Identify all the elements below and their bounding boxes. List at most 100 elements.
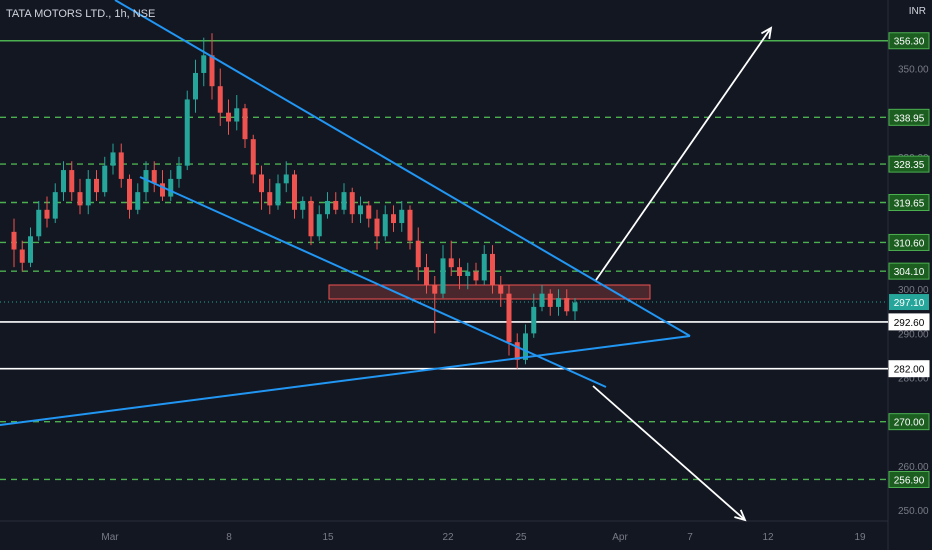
candle-body-29 — [250, 139, 256, 175]
candle-body-38 — [325, 200, 330, 215]
price-level-label-6: 292.60 — [894, 318, 925, 329]
trendline-2 — [0, 335, 691, 426]
projection-arrow-1 — [592, 385, 746, 521]
candle-body-60 — [506, 293, 512, 343]
x-tick-label-1: 8 — [226, 532, 232, 543]
price-level-badge-6 — [888, 313, 930, 331]
candle-body-43 — [366, 205, 372, 219]
candle-body-63 — [531, 306, 537, 334]
candle-body-64 — [539, 293, 545, 307]
candle-body-33 — [283, 174, 289, 184]
y-tick-label-8: 260.00 — [898, 462, 929, 473]
candle-body-18 — [160, 183, 165, 197]
last-price-badge — [889, 294, 929, 311]
candle-body-21 — [184, 99, 190, 166]
candle-body-47 — [399, 209, 405, 224]
candle-body-14 — [127, 178, 132, 210]
price-level-badge-2 — [888, 155, 930, 173]
candle-body-54 — [457, 267, 462, 276]
price-level-label-8: 270.00 — [894, 418, 925, 429]
price-level-label-7: 282.00 — [894, 365, 925, 376]
x-tick-label-4: 25 — [515, 532, 527, 543]
candle-body-12 — [110, 152, 116, 166]
candle-body-66 — [556, 298, 561, 307]
candle-body-9 — [85, 178, 91, 206]
price-level-badge-3 — [888, 194, 930, 212]
candle-body-59 — [498, 284, 504, 294]
candle-body-30 — [259, 174, 264, 193]
candle-body-4 — [44, 209, 50, 219]
price-level-label-2: 328.35 — [894, 160, 925, 171]
y-tick-label-5: 300.00 — [898, 285, 929, 296]
candle-body-25 — [217, 86, 223, 113]
x-tick-label-7: 12 — [762, 532, 774, 543]
y-tick-label-0: 350.00 — [898, 65, 929, 76]
y-tick-label-7: 280.00 — [898, 374, 929, 385]
projection-arrow-0 — [595, 27, 772, 281]
trendline-0 — [114, 0, 691, 337]
price-level-label-9: 256.90 — [894, 475, 925, 486]
candle-body-67 — [564, 298, 570, 312]
x-tick-label-6: 7 — [687, 532, 693, 543]
candle-body-24 — [209, 55, 215, 87]
y-tick-label-9: 250.00 — [898, 506, 929, 517]
candle-body-37 — [316, 214, 322, 237]
candle-body-19 — [168, 178, 174, 197]
candle-body-7 — [69, 170, 75, 193]
price-level-label-1: 338.95 — [894, 113, 925, 124]
currency-label: INR — [908, 6, 926, 17]
candle-body-1 — [19, 249, 25, 263]
price-level-badge-0 — [888, 32, 930, 50]
last-price-label: 297.10 — [894, 298, 925, 309]
candle-body-34 — [292, 174, 297, 210]
candle-body-23 — [201, 55, 207, 73]
candle-body-55 — [465, 271, 471, 276]
x-tick-label-0: Mar — [101, 532, 119, 543]
candle-body-8 — [77, 192, 83, 206]
supply-demand-zone — [328, 284, 651, 300]
candle-body-32 — [275, 183, 281, 206]
candle-body-52 — [440, 258, 446, 294]
candle-body-50 — [424, 267, 429, 285]
candle-body-13 — [118, 152, 124, 179]
candle-body-58 — [490, 253, 495, 285]
candle-body-40 — [341, 192, 347, 210]
candle-body-68 — [572, 302, 578, 312]
candle-body-20 — [176, 165, 182, 179]
price-level-label-3: 319.65 — [894, 199, 925, 210]
candle-body-2 — [28, 236, 33, 263]
price-level-label-5: 304.10 — [894, 267, 925, 278]
candle-body-26 — [226, 112, 231, 122]
x-tick-label-3: 22 — [442, 532, 454, 543]
candle-body-0 — [11, 231, 17, 250]
price-level-label-0: 356.30 — [894, 37, 925, 48]
price-level-badge-5 — [888, 262, 930, 280]
price-level-badge-7 — [888, 360, 930, 378]
candle-body-28 — [242, 108, 248, 140]
candle-body-41 — [349, 192, 355, 215]
candle-body-62 — [523, 333, 528, 360]
candle-body-44 — [374, 218, 380, 237]
candle-body-48 — [407, 209, 413, 241]
x-tick-label-8: 19 — [854, 532, 866, 543]
candle-body-10 — [94, 178, 99, 193]
candle-body-46 — [391, 214, 396, 224]
candle-body-35 — [300, 200, 306, 210]
candle-body-6 — [61, 170, 66, 193]
candle-body-61 — [514, 342, 520, 360]
candle-body-51 — [432, 284, 438, 294]
candle-body-56 — [473, 271, 479, 281]
price-level-badge-1 — [888, 108, 930, 126]
price-level-badge-4 — [888, 233, 930, 251]
trendline-1 — [139, 176, 607, 388]
projection-arrow-head-1 — [734, 509, 747, 522]
candle-body-45 — [382, 214, 388, 237]
candle-body-27 — [234, 108, 240, 122]
projection-arrow-head-0 — [760, 26, 773, 40]
candle-body-57 — [481, 253, 487, 281]
y-tick-label-6: 290.00 — [898, 329, 929, 340]
candle-body-5 — [52, 192, 58, 219]
candle-body-49 — [415, 240, 421, 268]
